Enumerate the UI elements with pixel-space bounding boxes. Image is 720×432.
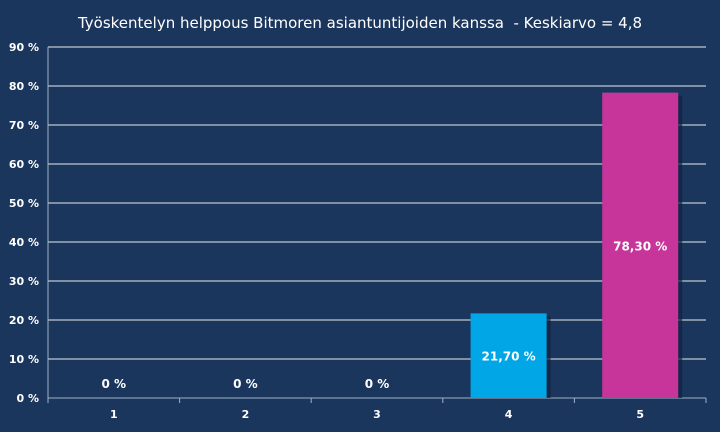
data-label: 0 % — [102, 377, 127, 391]
x-tick-label: 3 — [373, 408, 381, 421]
data-label: 0 % — [365, 377, 390, 391]
data-label: 78,30 % — [613, 239, 667, 253]
y-tick-label: 90 % — [9, 41, 39, 54]
x-tick-label: 1 — [110, 408, 118, 421]
y-tick-label: 70 % — [9, 119, 39, 132]
x-tick-label: 2 — [242, 408, 250, 421]
y-tick-label: 30 % — [9, 275, 39, 288]
y-tick-label: 10 % — [9, 353, 39, 366]
y-tick-label: 40 % — [9, 236, 39, 249]
x-tick-label: 5 — [636, 408, 644, 421]
data-label: 21,70 % — [482, 350, 536, 364]
bar — [602, 92, 679, 398]
y-tick-label: 60 % — [9, 158, 39, 171]
y-tick-label: 20 % — [9, 314, 39, 327]
x-tick-label: 4 — [505, 408, 513, 421]
chart-title: Työskentelyn helppous Bitmoren asiantunt… — [77, 14, 643, 32]
bar — [470, 313, 547, 398]
y-tick-label: 50 % — [9, 197, 39, 210]
data-label: 0 % — [233, 377, 258, 391]
y-tick-label: 0 % — [16, 392, 39, 405]
y-tick-label: 80 % — [9, 80, 39, 93]
